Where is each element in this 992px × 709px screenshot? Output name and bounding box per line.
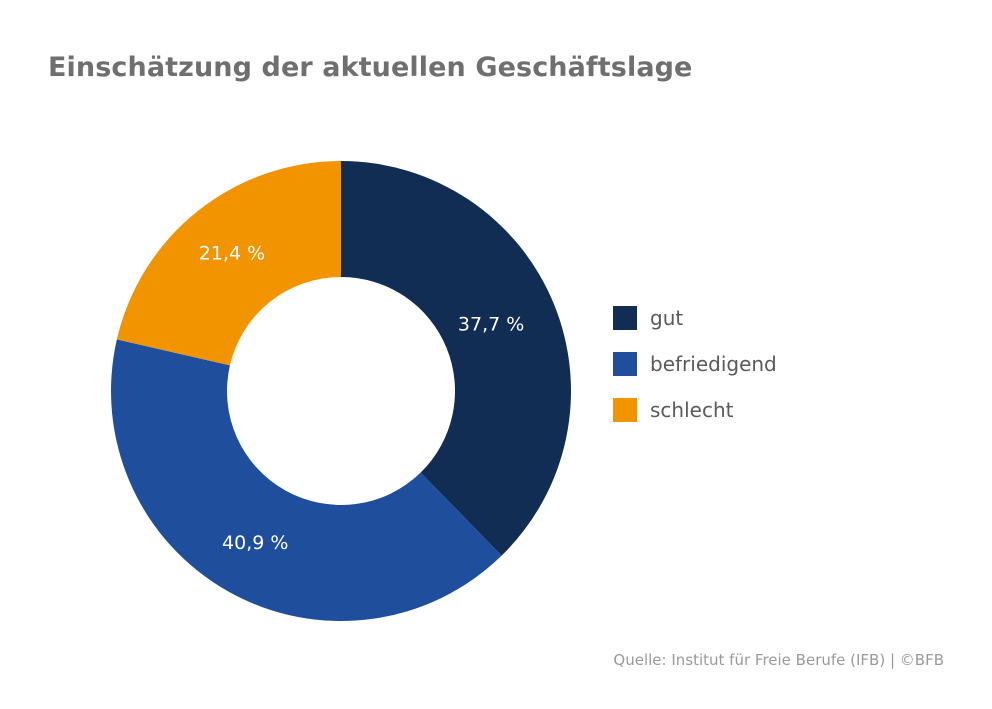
legend-label-befriedigend: befriedigend (650, 352, 777, 376)
legend-swatch-befriedigend (613, 352, 637, 376)
source-note: Quelle: Institut für Freie Berufe (IFB) … (613, 651, 944, 669)
slice-label-schlecht: 21,4 % (199, 243, 265, 265)
legend-label-gut: gut (650, 306, 684, 330)
slice-gut (341, 161, 571, 556)
chart-title: Einschätzung der aktuellen Geschäftslage (48, 52, 693, 83)
legend-swatch-schlecht (613, 398, 637, 422)
legend-item-gut: gut (613, 306, 777, 330)
slice-label-gut: 37,7 % (458, 314, 524, 336)
donut-slices (111, 161, 571, 621)
slice-schlecht (116, 161, 341, 366)
legend-item-befriedigend: befriedigend (613, 352, 777, 376)
legend-item-schlecht: schlecht (613, 398, 777, 422)
slice-befriedigend (111, 339, 502, 621)
legend-label-schlecht: schlecht (650, 398, 734, 422)
legend-swatch-gut (613, 306, 637, 330)
slice-labels: 37,7 % 40,9 % 21,4 % (199, 243, 524, 554)
legend: gut befriedigend schlecht (613, 306, 777, 444)
slice-label-befriedigend: 40,9 % (222, 532, 288, 554)
